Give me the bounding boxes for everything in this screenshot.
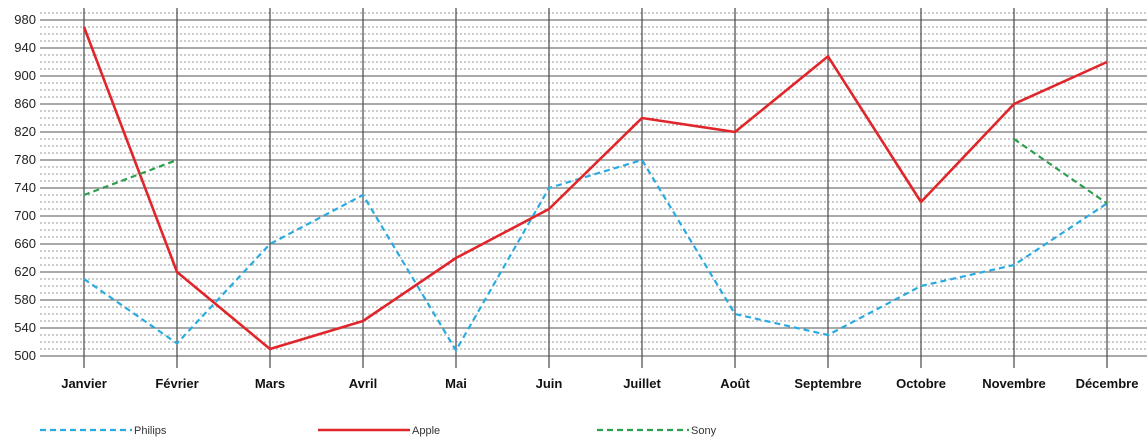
x-tick-label: Avril: [349, 376, 377, 391]
legend: Philips Apple Sony: [40, 425, 717, 437]
y-tick-label: 780: [14, 152, 36, 167]
y-tick-label: 700: [14, 208, 36, 223]
x-tick-label: Juillet: [623, 376, 661, 391]
y-tick-label: 740: [14, 180, 36, 195]
y-tick-label: 660: [14, 236, 36, 251]
x-tick-label: Mars: [255, 376, 285, 391]
y-tick-label: 940: [14, 40, 36, 55]
y-tick-label: 980: [14, 12, 36, 27]
y-tick-label: 580: [14, 292, 36, 307]
legend-label-sony: Sony: [691, 425, 717, 437]
x-tick-label: Mai: [445, 376, 467, 391]
y-tick-label: 820: [14, 124, 36, 139]
y-tick-label: 540: [14, 320, 36, 335]
x-tick-label: Novembre: [982, 376, 1046, 391]
series-line-sony: [83, 158, 178, 197]
x-tick-label: Octobre: [896, 376, 946, 391]
series-lines: [82, 26, 1108, 352]
axes: 500 540 580 620 660 700 740 780 820 860 900 940 980 J…: [14, 12, 1138, 391]
y-tick-label: 500: [14, 348, 36, 363]
y-tick-label: 900: [14, 68, 36, 83]
x-tick-label: Juin: [536, 376, 563, 391]
grid: [40, 8, 1147, 368]
x-tick-label: Août: [720, 376, 750, 391]
x-tick-label: Septembre: [794, 376, 861, 391]
x-tick-label: Décembre: [1076, 376, 1139, 391]
y-tick-label: 620: [14, 264, 36, 279]
x-tick-label: Janvier: [61, 376, 107, 391]
series-line-sony: [1013, 138, 1108, 205]
legend-label-apple: Apple: [412, 425, 440, 437]
x-tick-label: Février: [155, 376, 198, 391]
series-line-apple: [82, 26, 1108, 351]
y-tick-label: 860: [14, 96, 36, 111]
legend-label-philips: Philips: [134, 425, 167, 437]
series-line-philips: [83, 158, 1108, 352]
